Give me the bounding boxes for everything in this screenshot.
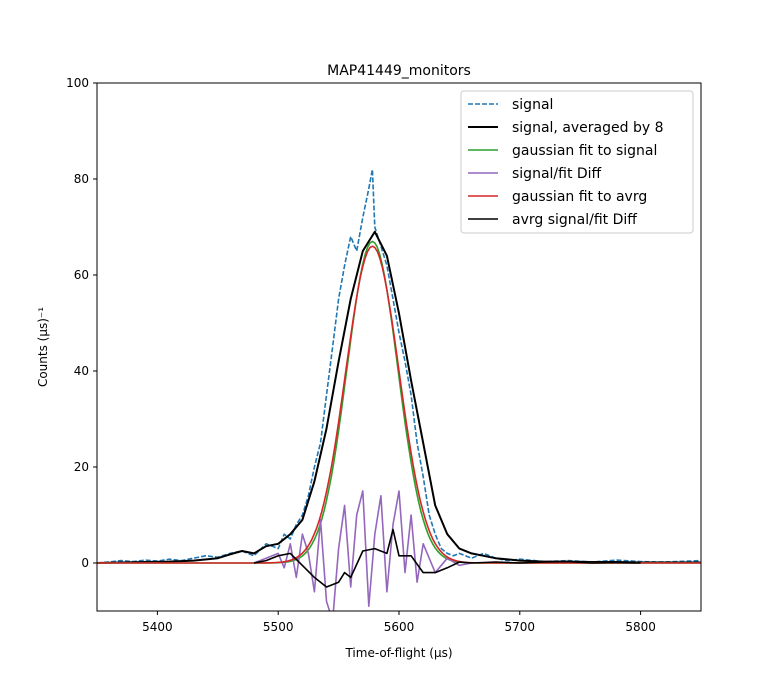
y-tick-label: 0 [81, 556, 89, 570]
series-line-3 [253, 490, 472, 611]
series-line-5 [253, 528, 641, 588]
plot-area [97, 168, 701, 611]
legend-label: gaussian fit to avrg [512, 189, 647, 205]
legend-label: signal, averaged by 8 [512, 120, 664, 136]
series-line-0 [97, 168, 701, 564]
x-tick-label: 5800 [625, 620, 656, 634]
y-tick-label: 20 [74, 460, 89, 474]
y-axis: 0 20 40 60 80 100 [66, 76, 97, 570]
x-tick-label: 5700 [505, 620, 536, 634]
x-tick-label: 5400 [142, 620, 173, 634]
x-tick-label: 5500 [263, 620, 294, 634]
x-axis-label: Time-of-flight (μs) [344, 646, 452, 660]
y-tick-label: 80 [74, 172, 89, 186]
legend: signal signal, averaged by 8 gaussian fit … [460, 90, 694, 234]
y-tick-label: 60 [74, 268, 89, 282]
x-axis: 5400 5500 5600 5700 5800 [142, 611, 656, 634]
chart-title: MAP41449_monitors [327, 63, 471, 79]
legend-label: gaussian fit to signal [512, 143, 657, 159]
legend-label: signal/fit Diff [512, 166, 602, 182]
legend-box [460, 90, 694, 234]
y-axis-label: Counts (μs)⁻¹ [36, 307, 50, 387]
legend-label: avrg signal/fit Diff [512, 212, 637, 228]
y-tick-label: 100 [66, 76, 89, 90]
x-tick-label: 5600 [384, 620, 415, 634]
legend-label: signal [512, 97, 553, 113]
y-tick-label: 40 [74, 364, 89, 378]
